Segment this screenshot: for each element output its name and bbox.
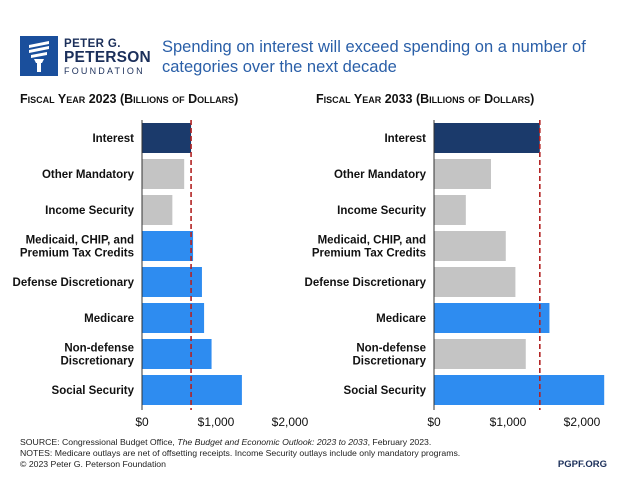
bar-medicaid-chip-and-premium-tax-credits: [434, 231, 506, 261]
logo-line3: FOUNDATION: [64, 66, 145, 76]
chart-title-2023: Fiscal Year 2023 (Billions of Dollars): [20, 92, 238, 106]
bar-other-mandatory: [142, 159, 185, 189]
headline: Spending on interest will exceed spendin…: [162, 38, 586, 76]
bar-medicaid-chip-and-premium-tax-credits: [142, 231, 194, 261]
category-label-interest: Interest: [92, 133, 134, 145]
notes: NOTES: Medicare outlays are net of offse…: [20, 448, 461, 458]
x-tick-label: $2,000: [272, 415, 309, 429]
bar-social-security: [434, 375, 605, 405]
category-label-defense-discretionary: Defense Discretionary: [305, 277, 427, 289]
logo: PETER G. PETERSON FOUNDATION: [20, 36, 151, 76]
bar-income-security: [434, 195, 466, 225]
category-label-non-defense-discretionary: Non-defense Discretionary: [352, 343, 426, 368]
torch-logo-icon: [20, 36, 58, 76]
category-label-interest: Interest: [384, 133, 426, 145]
category-label-other-mandatory: Other Mandatory: [42, 169, 135, 181]
category-label-medicaid-chip-and-premium-tax-credits: Medicaid, CHIP, and Premium Tax Credits: [312, 235, 426, 260]
chart-2023: Interest Other Mandatory Income Security Me…: [13, 120, 309, 429]
bar-defense-discretionary: [142, 267, 202, 297]
x-tick-label: $2,000: [564, 415, 601, 429]
category-label-income-security: Income Security: [337, 205, 426, 217]
category-label-social-security: Social Security: [344, 385, 427, 397]
bar-medicare: [142, 303, 205, 333]
logo-line1: PETER G.: [64, 38, 121, 50]
category-label-medicaid-chip-and-premium-tax-credits: Medicaid, CHIP, and Premium Tax Credits: [20, 235, 134, 260]
source-title: The Budget and Economic Outlook: 2023 to…: [177, 437, 368, 447]
source-prefix: SOURCE: Congressional Budget Office,: [20, 437, 178, 447]
chart-title-2033: Fiscal Year 2033 (Billions of Dollars): [316, 92, 534, 106]
bar-non-defense-discretionary: [434, 339, 526, 369]
bar-income-security: [142, 195, 173, 225]
bar-medicare: [434, 303, 550, 333]
x-tick-label: $0: [135, 415, 149, 429]
category-label-non-defense-discretionary: Non-defense Discretionary: [60, 343, 134, 368]
category-label-income-security: Income Security: [45, 205, 134, 217]
bar-defense-discretionary: [434, 267, 516, 297]
x-tick-label: $1,000: [198, 415, 235, 429]
logo-line2: PETERSON: [64, 49, 151, 66]
bar-interest: [434, 123, 540, 153]
x-tick-label: $1,000: [490, 415, 527, 429]
copyright: © 2023 Peter G. Peterson Foundation: [20, 459, 166, 469]
x-tick-label: $0: [427, 415, 441, 429]
chart-title-2023-text: Fiscal Year 2023 (Billions of Dollars): [20, 92, 239, 106]
category-label-medicare: Medicare: [376, 313, 426, 325]
site-link[interactable]: PGPF.ORG: [557, 459, 607, 470]
category-label-defense-discretionary: Defense Discretionary: [13, 277, 135, 289]
source-note: SOURCE: Congressional Budget Office, The…: [20, 437, 431, 447]
bar-other-mandatory: [434, 159, 491, 189]
category-label-medicare: Medicare: [84, 313, 134, 325]
chart-title-2033-text: Fiscal Year 2033 (Billions of Dollars): [316, 92, 535, 106]
bar-social-security: [142, 375, 242, 405]
category-label-social-security: Social Security: [52, 385, 135, 397]
chart-2033: Interest Other Mandatory Income Security Me…: [305, 120, 605, 429]
category-label-other-mandatory: Other Mandatory: [334, 169, 427, 181]
source-suffix: , February 2023.: [367, 437, 432, 447]
bar-interest: [142, 123, 192, 153]
bar-non-defense-discretionary: [142, 339, 212, 369]
